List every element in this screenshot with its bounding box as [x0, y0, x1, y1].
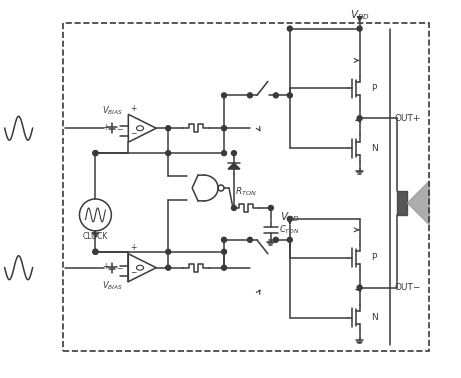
Text: $V_{BIAS}$: $V_{BIAS}$ — [102, 279, 123, 292]
Circle shape — [231, 151, 236, 156]
Text: CLOCK: CLOCK — [83, 232, 108, 241]
Text: P: P — [372, 84, 377, 93]
Circle shape — [93, 151, 98, 156]
Circle shape — [268, 205, 273, 211]
Circle shape — [248, 237, 253, 242]
Polygon shape — [397, 191, 408, 215]
Text: −: − — [116, 264, 123, 273]
Circle shape — [231, 205, 236, 211]
Text: $R_{TON}$: $R_{TON}$ — [235, 186, 257, 198]
Circle shape — [222, 249, 226, 254]
Circle shape — [273, 237, 278, 242]
Text: $C_{TON}$: $C_{TON}$ — [279, 224, 299, 236]
Text: OUT−: OUT− — [395, 283, 421, 292]
Circle shape — [222, 237, 226, 242]
Text: N: N — [372, 144, 378, 153]
Circle shape — [248, 93, 253, 98]
Circle shape — [93, 151, 98, 156]
Circle shape — [222, 151, 226, 156]
Circle shape — [165, 151, 171, 156]
Text: $V_{DD}$: $V_{DD}$ — [280, 210, 300, 224]
Circle shape — [93, 249, 98, 254]
Circle shape — [222, 93, 226, 98]
Circle shape — [222, 265, 226, 270]
Circle shape — [357, 26, 362, 31]
Circle shape — [287, 26, 292, 31]
Circle shape — [287, 216, 292, 222]
Circle shape — [357, 116, 362, 121]
Text: +: + — [130, 243, 136, 252]
Circle shape — [93, 249, 98, 254]
Text: −: − — [130, 129, 136, 138]
Text: N: N — [372, 313, 378, 322]
Circle shape — [165, 126, 171, 131]
Text: P: P — [372, 253, 377, 262]
Polygon shape — [408, 181, 429, 225]
Circle shape — [165, 249, 171, 254]
Circle shape — [222, 126, 226, 131]
Text: $V_{BIAS}$: $V_{BIAS}$ — [102, 104, 123, 116]
Text: −: − — [130, 268, 136, 277]
Circle shape — [287, 237, 292, 242]
Circle shape — [165, 265, 171, 270]
Text: +: + — [102, 262, 109, 271]
Circle shape — [357, 285, 362, 290]
Text: $V_{DD}$: $V_{DD}$ — [349, 8, 370, 22]
Text: +: + — [102, 123, 109, 132]
Text: −: − — [116, 125, 123, 134]
Text: OUT+: OUT+ — [395, 114, 421, 123]
Circle shape — [287, 93, 292, 98]
Circle shape — [273, 93, 278, 98]
Polygon shape — [228, 163, 240, 169]
Text: +: + — [130, 104, 136, 113]
